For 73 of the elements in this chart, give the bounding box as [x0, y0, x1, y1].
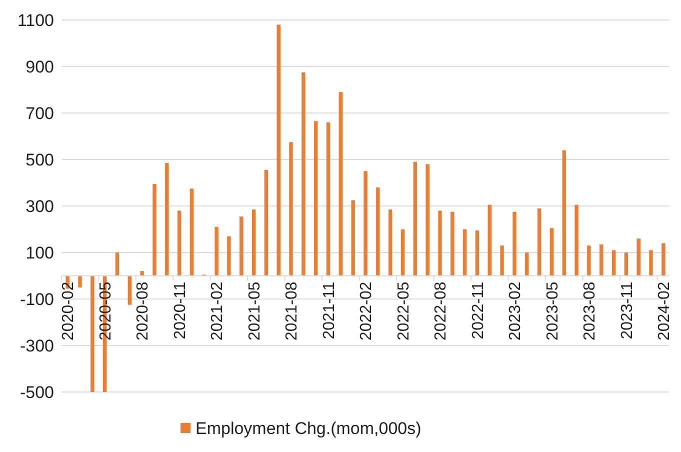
bar: [488, 204, 492, 276]
legend-label: Employment Chg.(mom,000s): [196, 418, 422, 438]
bar: [649, 250, 653, 276]
bar: [512, 212, 516, 276]
bar: [550, 228, 554, 276]
bar: [662, 243, 666, 276]
bar: [376, 187, 380, 276]
bar: [587, 246, 591, 276]
x-tick-label: 2021-02: [209, 282, 226, 340]
bar: [364, 171, 368, 276]
y-tick-label: 300: [26, 196, 54, 216]
bar: [426, 164, 430, 276]
bar: [302, 72, 306, 276]
bar: [413, 162, 418, 276]
x-tick-label: 2022-11: [470, 282, 487, 340]
bar: [388, 209, 392, 276]
bar: [636, 238, 640, 276]
y-tick-label: 900: [26, 57, 54, 76]
y-tick-label: -100: [20, 290, 54, 309]
y-tick-label: 100: [26, 243, 54, 262]
x-tick-label: 2023-02: [507, 282, 524, 340]
x-tick-label: 2022-05: [395, 282, 412, 340]
bar: [314, 121, 318, 276]
bar: [78, 276, 82, 288]
x-tick-label: 2021-08: [284, 282, 301, 340]
y-tick-label: -500: [20, 382, 54, 402]
bar: [351, 200, 355, 276]
y-tick-label: -300: [20, 336, 54, 356]
bar: [537, 208, 542, 276]
bar: [227, 236, 231, 276]
bar: [276, 24, 280, 276]
bar: [128, 276, 132, 305]
bar: [90, 276, 94, 392]
x-tick-label: 2023-05: [544, 282, 562, 340]
bar: [140, 271, 144, 276]
bar: [462, 229, 467, 276]
x-tick-label: 2020-05: [97, 282, 114, 340]
bar: [190, 188, 194, 276]
bar: [475, 230, 480, 276]
x-tick-label: 2023-11: [618, 282, 636, 340]
x-tick-label: 2020-02: [60, 282, 78, 340]
bar: [438, 210, 442, 276]
bar: [177, 210, 182, 276]
bar: [264, 170, 268, 276]
x-tick-label: 2024-02: [656, 282, 674, 340]
bar: [612, 250, 616, 276]
bar: [115, 252, 120, 276]
bar: [289, 142, 293, 276]
bar: [450, 212, 454, 276]
bar: [599, 244, 604, 276]
bar: [338, 92, 343, 276]
bar: [500, 246, 504, 276]
bar: [240, 216, 244, 276]
bar: [326, 122, 330, 276]
bar: [525, 252, 529, 276]
bar: [624, 252, 628, 276]
x-tick-label: 2023-08: [582, 282, 599, 340]
x-tick-label: 2022-02: [358, 282, 376, 340]
x-tick-label: 2022-08: [432, 282, 450, 340]
bar: [574, 204, 578, 276]
x-tick-label: 2020-08: [134, 282, 152, 340]
bar: [152, 184, 156, 276]
bar: [252, 209, 256, 276]
bar: [165, 162, 169, 276]
x-tick-label: 2020-11: [172, 282, 189, 340]
x-tick-label: 2021-05: [246, 282, 264, 340]
x-tick-label: 2021-11: [320, 282, 338, 340]
y-tick-label: 500: [26, 150, 54, 170]
bar: [400, 229, 405, 276]
bar: [214, 226, 218, 276]
y-tick-label: 700: [26, 104, 54, 123]
bar: [562, 150, 566, 276]
y-tick-label: 1100: [17, 10, 54, 30]
